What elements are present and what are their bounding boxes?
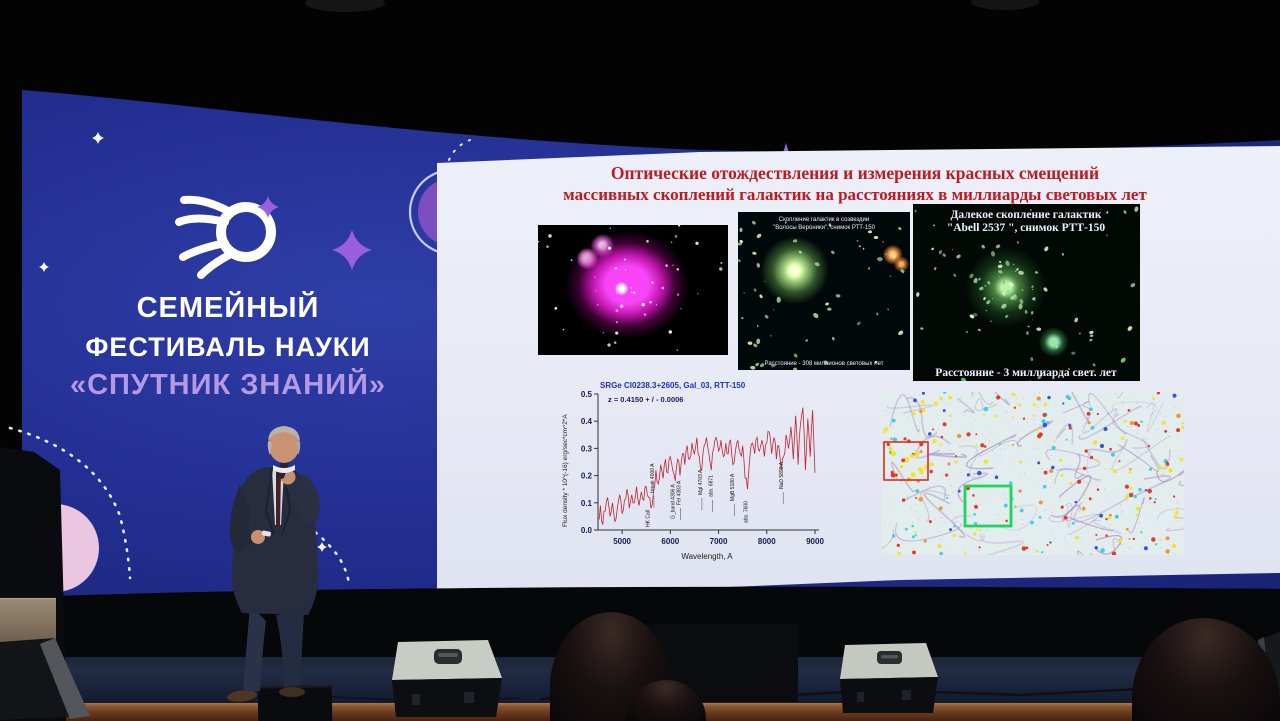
svg-text:7000: 7000 bbox=[710, 537, 728, 546]
presentation-slide: Оптические отождествления и измерения кр… bbox=[437, 146, 1280, 599]
svg-text:0.3: 0.3 bbox=[581, 444, 593, 453]
svg-text:6000: 6000 bbox=[661, 537, 679, 546]
abell-caption-top-line2: "Abell 2537 ", снимок РТТ-150 bbox=[947, 222, 1106, 234]
web-green-box bbox=[963, 484, 1013, 528]
sparkle-icon bbox=[257, 196, 279, 218]
abell-caption-bottom: Расстояние - 3 миллиарда свет. лет bbox=[935, 367, 1117, 379]
svg-text:Wavelength, A: Wavelength, A bbox=[681, 552, 733, 561]
svg-text:0.0: 0.0 bbox=[581, 526, 593, 535]
svg-text:HK CaII: HK CaII bbox=[645, 509, 651, 527]
abell-caption-top-line1: Далекое скопление галактик bbox=[950, 209, 1101, 221]
svg-text:FeI 4383 A: FeI 4383 A bbox=[677, 480, 683, 505]
festival-title: СЕМЕЙНЫЙ ФЕСТИВАЛЬ НАУКИ «СПУТНИК ЗНАНИЙ… bbox=[58, 294, 398, 400]
stage-monitor-left bbox=[0, 636, 92, 721]
svg-text:G_band 4306 A: G_band 4306 A bbox=[671, 484, 677, 519]
abell-cluster-image: Далекое скопление галактик "Abell 2537 "… bbox=[913, 204, 1140, 381]
star-field bbox=[538, 225, 723, 351]
slide-title: Оптические отождествления и измерения кр… bbox=[465, 162, 1245, 206]
redshift-spectrum-chart: SRGe CI0238.3+2605, Gal_03, RTT-150 z = 0… bbox=[555, 377, 870, 573]
sputnik-logo-icon bbox=[175, 195, 276, 279]
svg-text:abs. 6871: abs. 6871 bbox=[709, 475, 715, 497]
svg-text:z = 0.4150 + / - 0.0006: z = 0.4150 + / - 0.0006 bbox=[608, 395, 683, 404]
svg-text:MgB 5180 A: MgB 5180 A bbox=[730, 473, 736, 501]
sparkle-icon bbox=[332, 230, 372, 270]
svg-text:0.1: 0.1 bbox=[581, 499, 593, 508]
xray-cluster-image bbox=[538, 225, 728, 355]
stage-light-fixture bbox=[305, 0, 1039, 12]
festival-title-line2: ФЕСТИВАЛЬ НАУКИ bbox=[85, 332, 371, 362]
svg-text:8000: 8000 bbox=[758, 537, 776, 546]
slide-title-line2: массивных скоплений галактик на расстоян… bbox=[563, 185, 1147, 204]
presenter-figure bbox=[227, 426, 321, 702]
svg-text:abs. 7600: abs. 7600 bbox=[744, 501, 750, 523]
coma-caption-bottom: Расстояние - 308 миллионов световых лет bbox=[765, 361, 884, 367]
festival-title-line1: СЕМЕЙНЫЙ bbox=[136, 292, 320, 324]
svg-text:0.5: 0.5 bbox=[581, 390, 593, 399]
stage-monitor-right bbox=[838, 640, 940, 716]
svg-text:SRGe CI0238.3+2605, Gal_03, R: SRGe CI0238.3+2605, Gal_03, RTT-150 bbox=[600, 381, 746, 390]
web-red-box bbox=[883, 441, 929, 481]
svg-text:0.2: 0.2 bbox=[581, 472, 593, 481]
svg-text:0.4: 0.4 bbox=[581, 417, 593, 426]
star-field: Далекое скопление галактик "Abell 2537 "… bbox=[914, 206, 1139, 381]
svg-text:5000: 5000 bbox=[613, 537, 631, 546]
side-panel bbox=[0, 598, 56, 643]
svg-text:break 4000 A: break 4000 A bbox=[650, 463, 656, 493]
presenter bbox=[227, 426, 321, 702]
svg-text:9000: 9000 bbox=[806, 537, 824, 546]
coma-caption-top-line2: "Волосы Вероники", снимок РТТ-150 bbox=[773, 225, 875, 231]
slide-title-line1: Оптические отождествления и измерения кр… bbox=[610, 163, 1100, 183]
cosmic-web-image bbox=[882, 392, 1184, 555]
sparkle-icon bbox=[39, 132, 327, 552]
coma-caption-top-line1: Скопление галактик в созвездии bbox=[779, 217, 870, 223]
coma-cluster-image: Скопление галактик в созвездии "Волосы В… bbox=[738, 212, 910, 370]
stage-monitor-center bbox=[390, 636, 504, 720]
festival-title-line3: «СПУТНИК ЗНАНИЙ» bbox=[69, 369, 387, 401]
svg-text:NaD 5893 A: NaD 5893 A bbox=[779, 461, 785, 489]
svg-text:Flux density * 10^(-16) erg/se: Flux density * 10^(-16) erg/sec*cm^2*A bbox=[562, 414, 569, 527]
svg-text:MgI 4703 A: MgI 4703 A bbox=[698, 469, 704, 495]
star-field: Скопление галактик в созвездии "Волосы В… bbox=[738, 217, 905, 370]
